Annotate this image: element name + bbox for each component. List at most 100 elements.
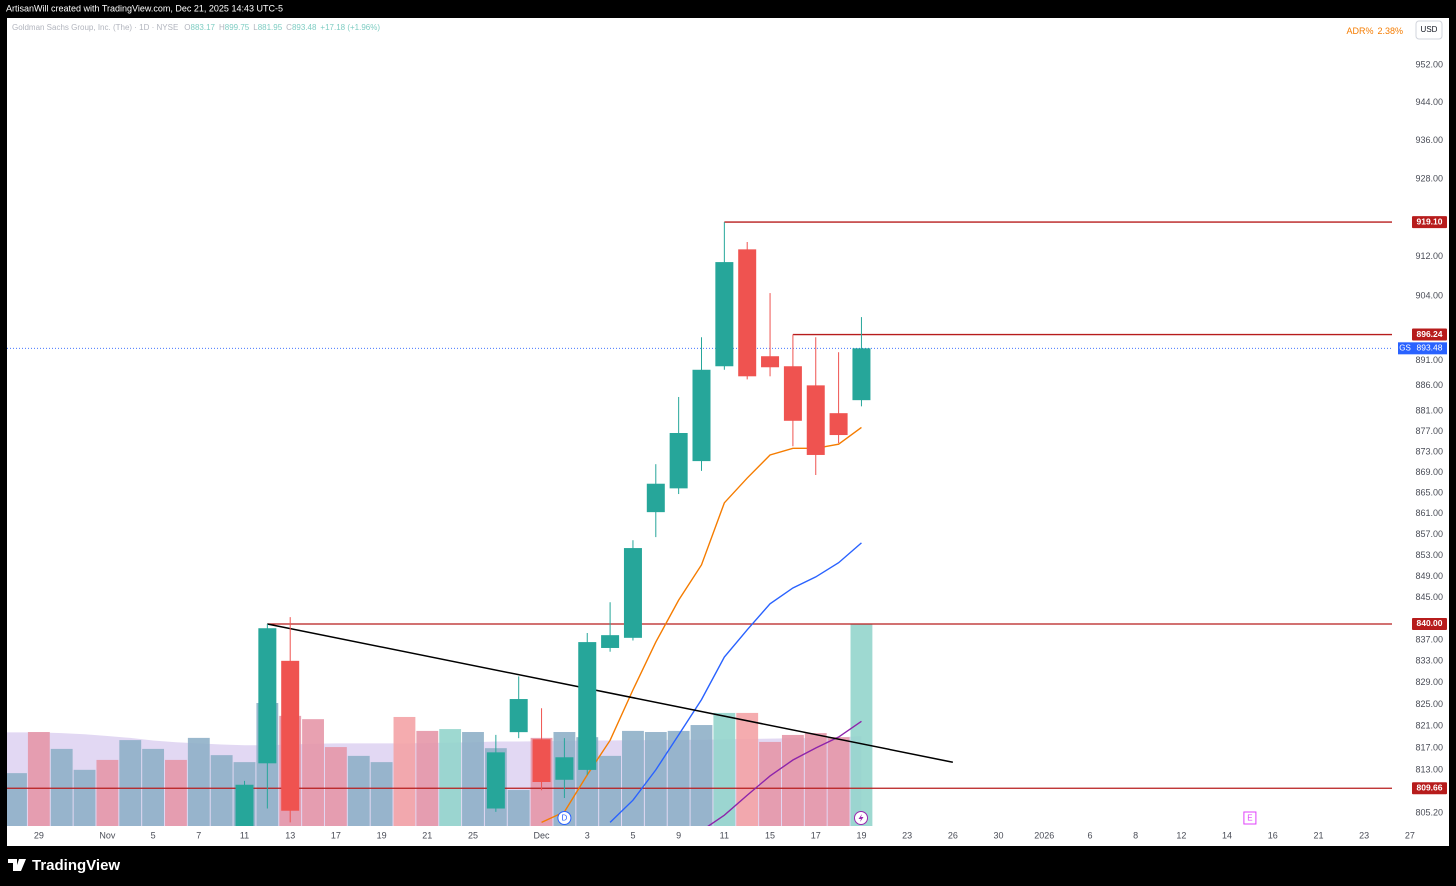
x-tick-label: 8 bbox=[1133, 830, 1138, 840]
legend: Goldman Sachs Group, Inc. (The) · 1D · N… bbox=[12, 23, 380, 32]
volume-bar bbox=[416, 730, 439, 826]
y-tick-label: 861.00 bbox=[1415, 508, 1443, 518]
volume-bar bbox=[187, 737, 210, 826]
volume-bar bbox=[165, 759, 187, 826]
volume-bar bbox=[50, 748, 73, 826]
adr-value: 2.38% bbox=[1377, 26, 1403, 36]
candle-body bbox=[715, 262, 734, 367]
legend-change: +17.18 (+1.96%) bbox=[320, 23, 380, 32]
level-label: 896.24 bbox=[1417, 329, 1443, 339]
y-tick-label: 886.00 bbox=[1415, 380, 1443, 390]
volume-bar bbox=[439, 729, 462, 826]
candle-body bbox=[829, 413, 848, 436]
candle-body bbox=[486, 752, 505, 809]
y-tick-label: 817.00 bbox=[1415, 742, 1443, 752]
legend-value: 883.17 bbox=[191, 23, 216, 32]
marker-label: D bbox=[562, 814, 568, 823]
volume-bar bbox=[850, 624, 873, 826]
candle-body bbox=[601, 635, 620, 648]
adr: ADR% 2.38% bbox=[1346, 26, 1403, 36]
legend-title: Goldman Sachs Group, Inc. (The) · 1D · N… bbox=[12, 23, 178, 32]
volume-bar bbox=[599, 755, 622, 826]
y-tick-label: 869.00 bbox=[1415, 467, 1443, 477]
x-tick-label: 26 bbox=[948, 830, 958, 840]
y-tick-label: 825.00 bbox=[1415, 699, 1443, 709]
x-tick-label: 15 bbox=[765, 830, 775, 840]
last-price-badge bbox=[1412, 342, 1447, 355]
y-tick-label: 833.00 bbox=[1415, 656, 1443, 666]
y-tick-label: 952.00 bbox=[1415, 59, 1443, 69]
legend-value: 893.48 bbox=[292, 23, 317, 32]
x-tick-label: 21 bbox=[422, 830, 432, 840]
volume-bar bbox=[644, 732, 667, 826]
icon-bolt bbox=[858, 814, 864, 822]
candle-body bbox=[738, 249, 757, 377]
brand: TradingView bbox=[32, 857, 120, 874]
candle-body bbox=[532, 739, 551, 782]
volume-bar bbox=[690, 725, 713, 826]
y-tick-label: 944.00 bbox=[1415, 97, 1443, 107]
level-label: 809.66 bbox=[1417, 783, 1443, 793]
marker-label: E bbox=[1247, 814, 1252, 823]
level-badge bbox=[1412, 328, 1447, 341]
currency[interactable]: USD bbox=[1421, 25, 1438, 34]
y-tick-label: 912.00 bbox=[1415, 251, 1443, 261]
brand-logo: TradingView bbox=[8, 857, 120, 874]
volume-bar bbox=[622, 730, 644, 826]
y-tick-label: 853.00 bbox=[1415, 550, 1443, 560]
legend-key: C bbox=[286, 23, 292, 32]
y-tick-label: 928.00 bbox=[1415, 173, 1443, 183]
y-tick-label: 805.20 bbox=[1415, 807, 1443, 817]
candle-body bbox=[281, 660, 300, 811]
y-tick-label: 873.00 bbox=[1415, 446, 1443, 456]
candle-body bbox=[578, 642, 597, 770]
volume-bar bbox=[462, 732, 484, 826]
trendline bbox=[267, 623, 953, 763]
x-tick-label: 13 bbox=[285, 830, 295, 840]
marker-shape bbox=[557, 811, 572, 825]
volume-bar bbox=[827, 737, 850, 826]
candle-body bbox=[692, 369, 711, 462]
x-tick-label: 11 bbox=[720, 830, 729, 840]
volume-bar bbox=[73, 769, 96, 826]
x-tick-label: Nov bbox=[99, 830, 116, 840]
volume-bar bbox=[142, 748, 165, 826]
x-tick-label: 14 bbox=[1222, 830, 1232, 840]
x-tick-label: 25 bbox=[468, 830, 478, 840]
chart-area bbox=[7, 18, 1449, 846]
volume-bar bbox=[370, 762, 393, 826]
candle-body bbox=[646, 483, 665, 513]
y-tick-label: 865.00 bbox=[1415, 487, 1443, 497]
x-tick-label: 3 bbox=[585, 830, 590, 840]
candle-body bbox=[258, 628, 277, 764]
x-tick-label: 2026 bbox=[1034, 830, 1054, 840]
x-tick-label: 16 bbox=[1268, 830, 1278, 840]
currency-box[interactable] bbox=[1415, 20, 1443, 40]
candle-body bbox=[783, 366, 802, 421]
volume-bar bbox=[347, 755, 370, 826]
y-tick-label: 837.00 bbox=[1415, 634, 1443, 644]
level-label: 919.10 bbox=[1417, 216, 1443, 226]
y-tick-label: 857.00 bbox=[1415, 529, 1443, 539]
axes: 952.00 944.00 936.00 928.00 912.00 904.00 891.… bbox=[34, 59, 1447, 840]
moving-average bbox=[609, 542, 862, 823]
volume-bar bbox=[507, 790, 530, 826]
x-tick-label: 27 bbox=[1405, 830, 1415, 840]
candle-body bbox=[669, 432, 688, 489]
candle-body bbox=[235, 784, 254, 826]
last-price-label: 893.48 bbox=[1417, 343, 1443, 353]
symbol-badge bbox=[1398, 342, 1412, 355]
y-tick-label: 881.00 bbox=[1415, 406, 1443, 416]
volume-bar bbox=[302, 719, 324, 826]
volume-bar bbox=[736, 712, 759, 826]
y-tick-label: 813.00 bbox=[1415, 764, 1443, 774]
volume-bar bbox=[119, 740, 142, 826]
candle-body bbox=[623, 548, 642, 638]
x-tick-label: 30 bbox=[994, 830, 1004, 840]
volume-bar bbox=[324, 747, 347, 826]
candle-body bbox=[852, 348, 871, 401]
volume-bar bbox=[804, 733, 827, 826]
x-tick-label: 6 bbox=[1087, 830, 1092, 840]
